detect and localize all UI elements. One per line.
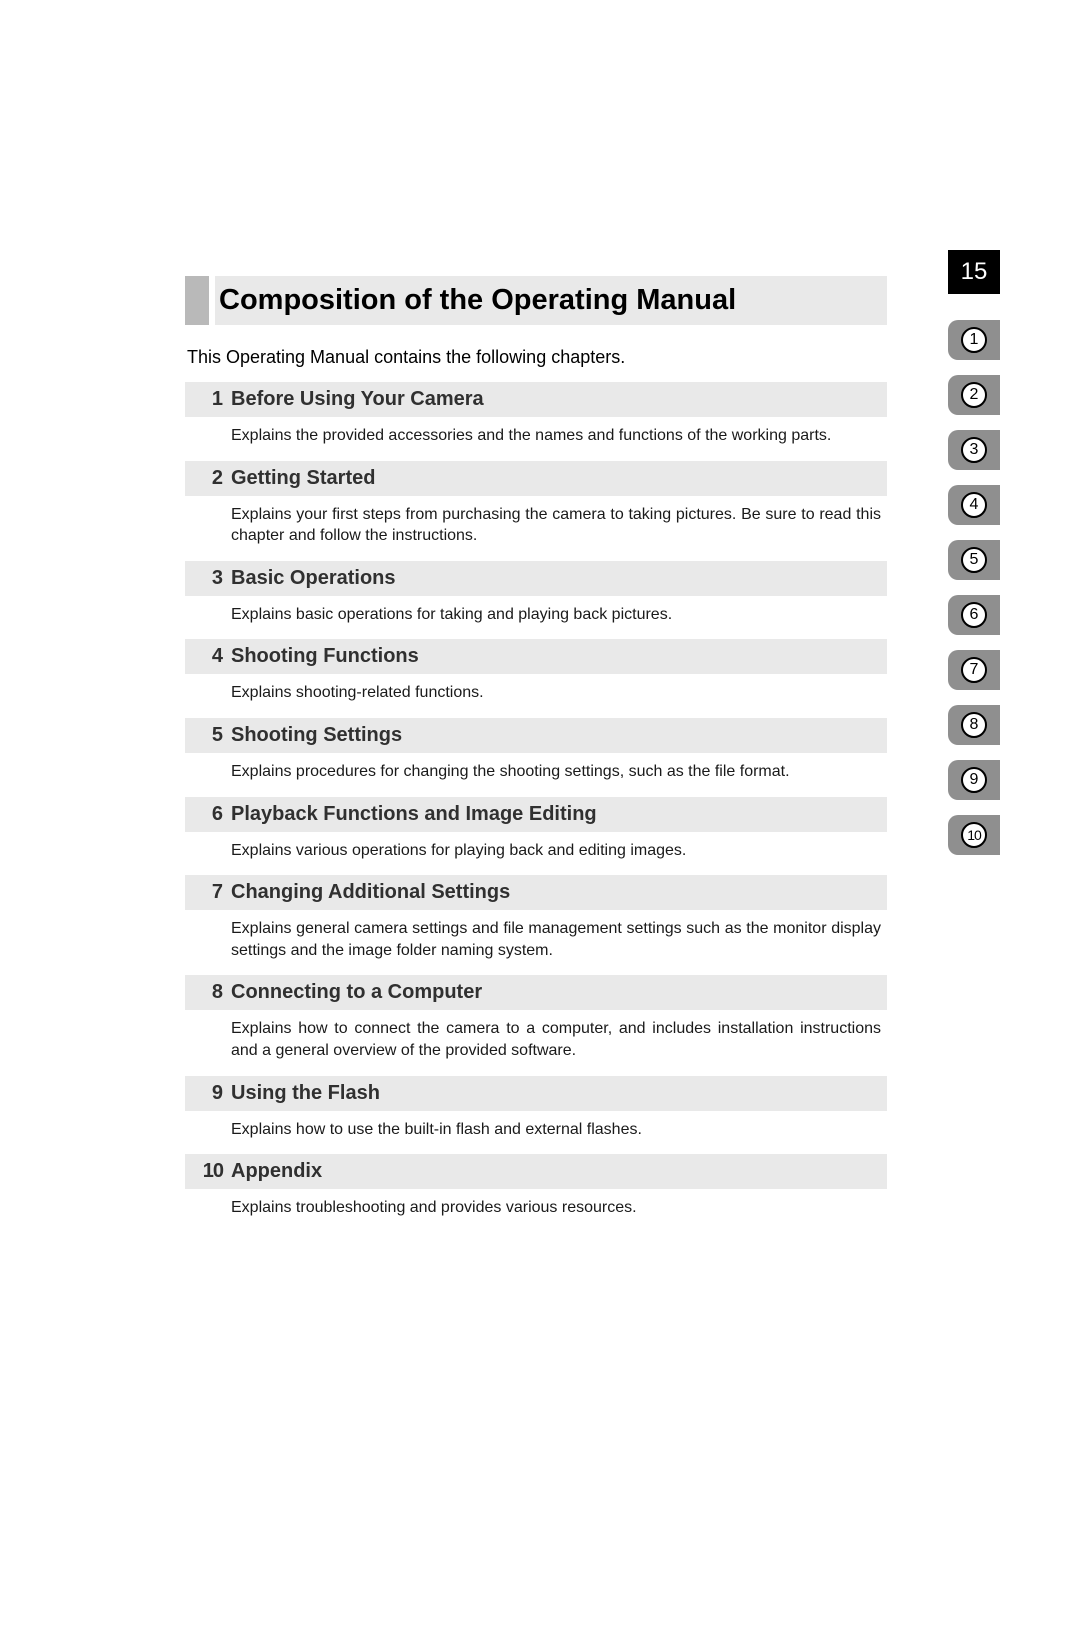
chapter-title: Basic Operations [231,567,396,590]
chapter-number: 10 [195,1160,223,1183]
chapter-number: 3 [195,567,223,590]
chapter-description: Explains various operations for playing … [185,832,887,876]
intro-text: This Operating Manual contains the follo… [185,347,887,368]
chapter-tab-6[interactable]: 6 [948,595,1000,635]
chapter-heading: 2 Getting Started [185,461,887,496]
chapter-heading: 5 Shooting Settings [185,718,887,753]
chapter-heading: 9 Using the Flash [185,1076,887,1111]
chapter-tab-number-icon: 4 [961,492,987,518]
chapter-tab-8[interactable]: 8 [948,705,1000,745]
chapter-tab-number-icon: 6 [961,602,987,628]
chapter-number: 9 [195,1082,223,1105]
chapter-number: 8 [195,981,223,1004]
chapter-heading: 8 Connecting to a Computer [185,975,887,1010]
title-marker [185,276,209,325]
chapter-description: Explains the provided accessories and th… [185,417,887,461]
chapter-number: 7 [195,881,223,904]
chapter-number: 4 [195,645,223,668]
chapter-tab-number-icon: 3 [961,437,987,463]
chapter-heading: 10 Appendix [185,1154,887,1189]
chapter-number: 1 [195,388,223,411]
chapter-tab-number-icon: 9 [961,767,987,793]
chapter-heading: 3 Basic Operations [185,561,887,596]
chapter-title: Shooting Settings [231,724,402,747]
chapter-tab-number-icon: 1 [961,327,987,353]
chapter-description: Explains shooting-related functions. [185,674,887,718]
chapter-number: 5 [195,724,223,747]
chapter-title: Connecting to a Computer [231,981,482,1004]
section-title: Composition of the Operating Manual [215,276,887,325]
chapter-heading: 6 Playback Functions and Image Editing [185,797,887,832]
chapter-heading: 4 Shooting Functions [185,639,887,674]
chapter-tab-number-icon: 2 [961,382,987,408]
side-tab-column: 15 1 2 3 4 5 6 7 8 9 10 [948,250,1000,870]
chapter-tab-number-icon: 5 [961,547,987,573]
chapter-tab-2[interactable]: 2 [948,375,1000,415]
chapter-title: Appendix [231,1160,322,1183]
chapter-tab-number-icon: 8 [961,712,987,738]
chapter-tab-4[interactable]: 4 [948,485,1000,525]
chapter-tab-7[interactable]: 7 [948,650,1000,690]
chapter-description: Explains your first steps from purchasin… [185,496,887,561]
chapter-title: Getting Started [231,467,375,490]
chapter-title: Changing Additional Settings [231,881,510,904]
chapter-number: 2 [195,467,223,490]
page-number: 15 [961,258,988,286]
chapter-title: Before Using Your Camera [231,388,484,411]
chapter-tab-9[interactable]: 9 [948,760,1000,800]
chapter-list: 1 Before Using Your Camera Explains the pr… [185,382,887,1233]
chapter-description: Explains troubleshooting and provides va… [185,1189,887,1233]
chapter-description: Explains basic operations for taking and… [185,596,887,640]
section-title-row: Composition of the Operating Manual [185,276,887,325]
chapter-number: 6 [195,803,223,826]
chapter-tab-number-icon: 7 [961,657,987,683]
chapter-tab-1[interactable]: 1 [948,320,1000,360]
chapter-title: Playback Functions and Image Editing [231,803,597,826]
chapter-title: Using the Flash [231,1082,380,1105]
chapter-heading: 1 Before Using Your Camera [185,382,887,417]
chapter-tab-3[interactable]: 3 [948,430,1000,470]
page-number-box: 15 [948,250,1000,294]
chapter-tab-10[interactable]: 10 [948,815,1000,855]
chapter-title: Shooting Functions [231,645,419,668]
chapter-description: Explains procedures for changing the sho… [185,753,887,797]
chapter-heading: 7 Changing Additional Settings [185,875,887,910]
chapter-tab-5[interactable]: 5 [948,540,1000,580]
chapter-tab-number-icon: 10 [961,822,987,848]
chapter-description: Explains general camera settings and fil… [185,910,887,975]
chapter-description: Explains how to connect the camera to a … [185,1010,887,1075]
main-content: Composition of the Operating Manual This… [185,276,887,1233]
chapter-description: Explains how to use the built-in flash a… [185,1111,887,1155]
